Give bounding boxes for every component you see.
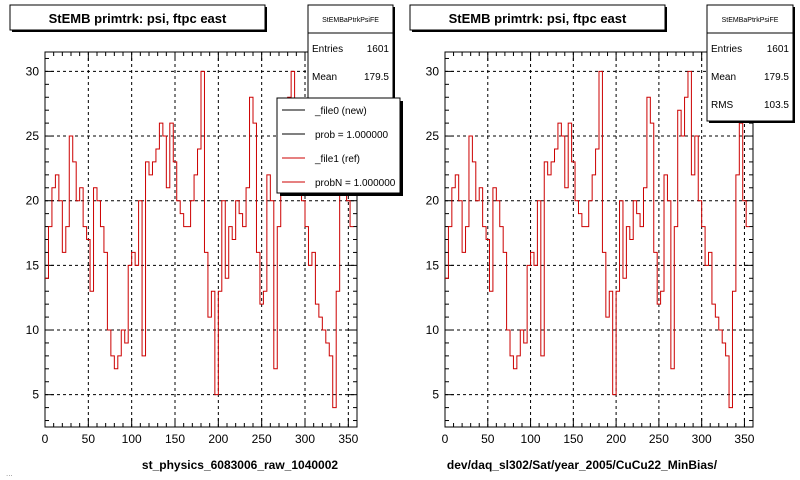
x-tick-label: 0 <box>442 432 449 446</box>
y-tick-label: 30 <box>426 64 440 78</box>
stats-label: Entries <box>312 44 343 55</box>
stats-box <box>706 4 794 122</box>
x-tick-label: 250 <box>649 432 669 446</box>
y-tick-label: 25 <box>426 129 440 143</box>
x-axis-label: st_physics_6083006_raw_1040002 <box>142 458 338 472</box>
x-tick-label: 50 <box>481 432 495 446</box>
x-tick-label: 100 <box>521 432 541 446</box>
footer-text: ... <box>6 469 13 478</box>
y-tick-label: 10 <box>26 323 40 337</box>
legend-label: prob = 1.000000 <box>315 130 389 141</box>
stats-value: 1601 <box>367 44 390 55</box>
x-tick-label: 200 <box>606 432 626 446</box>
x-tick-label: 350 <box>338 432 358 446</box>
legend-label: _file1 (ref) <box>314 154 360 165</box>
stats-value: 179.5 <box>364 72 389 83</box>
x-tick-label: 100 <box>122 432 142 446</box>
x-tick-label: 250 <box>252 432 272 446</box>
x-tick-label: 350 <box>734 432 754 446</box>
y-tick-label: 20 <box>26 194 40 208</box>
stats-value: 179.5 <box>764 72 789 83</box>
x-tick-label: 200 <box>208 432 228 446</box>
stats-value: 103.5 <box>764 100 789 111</box>
x-tick-label: 300 <box>692 432 712 446</box>
x-tick-label: 0 <box>42 432 49 446</box>
x-tick-label: 150 <box>165 432 185 446</box>
y-tick-label: 25 <box>26 129 40 143</box>
stats-label: Mean <box>711 72 736 83</box>
chart-title: StEMB primtrk: psi, ftpc east <box>449 11 627 26</box>
stats-name: StEMBaPtrkPsiFE <box>722 17 779 24</box>
legend-label: _file0 (new) <box>314 106 367 117</box>
stats-label: Mean <box>312 72 337 83</box>
histogram-line <box>445 70 750 409</box>
stats-label: RMS <box>711 100 734 111</box>
x-tick-label: 50 <box>82 432 96 446</box>
y-tick-label: 30 <box>26 64 40 78</box>
y-tick-label: 15 <box>426 258 440 272</box>
x-axis-label: dev/daq_sl302/Sat/year_2005/CuCu22_MinBi… <box>447 458 718 472</box>
title-box <box>9 4 266 31</box>
chart-title: StEMB primtrk: psi, ftpc east <box>49 11 227 26</box>
x-tick-label: 300 <box>295 432 315 446</box>
legend-label: probN = 1.000000 <box>315 178 396 189</box>
legend-box <box>276 97 401 194</box>
chart-panel-1: 0 50 100 150 200 250 300 350 5 10 15 20 25 30 st_physi… <box>9 4 403 472</box>
y-tick-label: 5 <box>432 388 439 402</box>
y-tick-label: 20 <box>426 194 440 208</box>
stats-value: 1601 <box>767 44 790 55</box>
y-tick-label: 10 <box>426 323 440 337</box>
x-tick-label: 150 <box>563 432 583 446</box>
title-box <box>409 4 666 31</box>
stats-name: StEMBaPtrkPsiFE <box>322 17 379 24</box>
legend: _file0 (new) prob = 1.000000 _file1 (ref) p… <box>276 97 403 196</box>
stats-label: Entries <box>711 44 742 55</box>
y-tick-label: 5 <box>32 388 39 402</box>
chart-panel-2: 0 50 100 150 200 250 300 350 5 10 15 20 25 30 dev/daq_… <box>409 4 795 472</box>
y-tick-label: 15 <box>26 258 40 272</box>
